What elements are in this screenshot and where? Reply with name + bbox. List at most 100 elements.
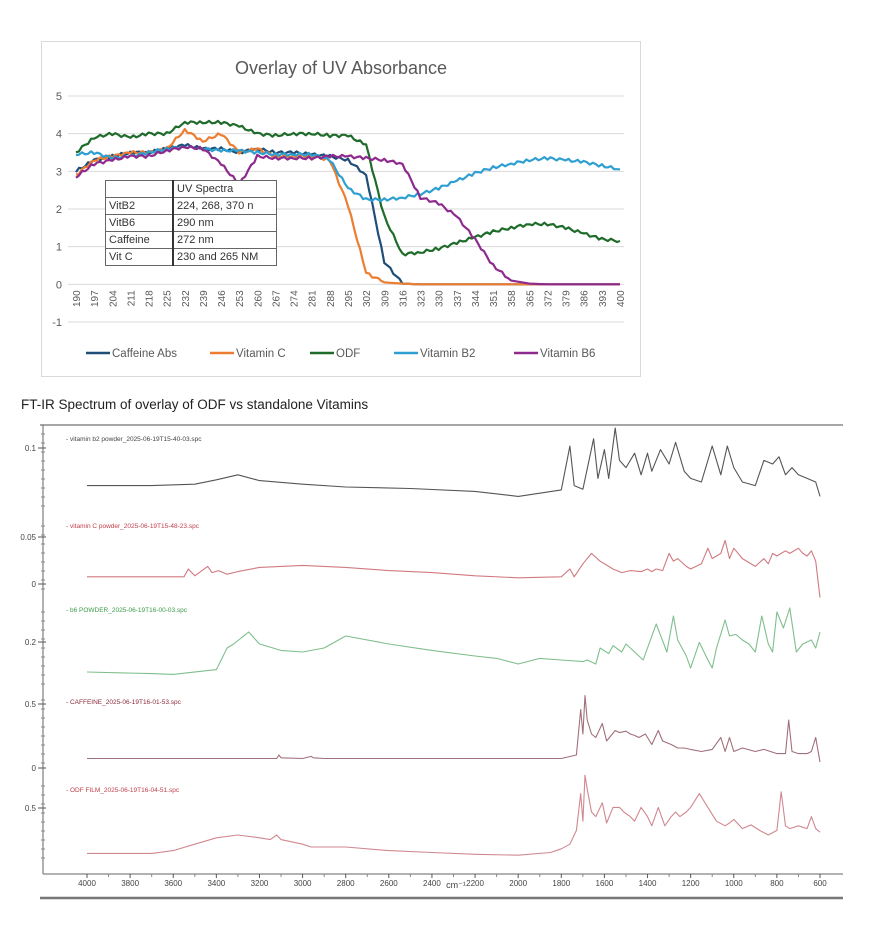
ftir-spectrum-line bbox=[87, 427, 821, 497]
table-cell: Caffeine bbox=[105, 231, 174, 249]
legend-label: Vitamin B2 bbox=[420, 348, 475, 360]
uv-x-tick-label: 218 bbox=[145, 290, 156, 307]
table-cell bbox=[105, 180, 174, 198]
ftir-spectrum-line bbox=[86, 607, 821, 675]
uv-x-tick-label: 281 bbox=[308, 290, 319, 307]
uv-x-tick-label: 225 bbox=[163, 290, 174, 307]
uv-x-tick-label: 197 bbox=[90, 290, 101, 307]
uv-x-tick-label: 232 bbox=[181, 290, 192, 307]
ftir-x-tick-label: 1400 bbox=[639, 879, 657, 888]
ftir-x-tick-label: 1000 bbox=[725, 879, 743, 888]
uv-chart-svg: Overlay of UV Absorbance -1 0 1 2 3 4 5 190 197… bbox=[52, 58, 627, 360]
uv-y-tick-label: 1 bbox=[56, 242, 62, 254]
uv-x-tick-label: 365 bbox=[525, 290, 536, 307]
uv-y-tick-label: 4 bbox=[56, 129, 62, 141]
ftir-spectrum-label: - vitamin C powder_2025-06-19T15-48-23.s… bbox=[66, 523, 200, 530]
ftir-y-tick-label: 0.1 bbox=[25, 444, 37, 453]
uv-x-tick-label: 253 bbox=[235, 290, 246, 307]
uv-series-line bbox=[75, 144, 621, 286]
ftir-x-tick-label: 800 bbox=[770, 879, 784, 888]
uv-x-tick-label: 288 bbox=[326, 290, 337, 307]
ftir-y-tick-label: 0 bbox=[32, 580, 37, 589]
ftir-x-tick-label: 1200 bbox=[682, 879, 700, 888]
ftir-x-tick-label: 3600 bbox=[164, 879, 182, 888]
uv-spectra-table: UV Spectra VitB2 224, 268, 370 n VitB6 2… bbox=[105, 180, 277, 266]
table-row: VitB6 290 nm bbox=[105, 214, 277, 232]
ftir-section-title: FT-IR Spectrum of overlay of ODF vs stan… bbox=[21, 397, 369, 412]
table-row: Vit C 230 and 265 NM bbox=[105, 248, 277, 266]
uv-x-tick-label: 246 bbox=[217, 290, 228, 307]
ftir-x-tick-label: 3800 bbox=[121, 879, 139, 888]
ftir-spectrum-label: - vitamin b2 powder_2025-06-19T15-40-03.… bbox=[66, 436, 202, 443]
uv-x-tick-label: 372 bbox=[543, 290, 554, 307]
legend-label: Vitamin B6 bbox=[540, 348, 595, 360]
uv-x-tick-label: 351 bbox=[489, 290, 500, 307]
ftir-spectrum-line bbox=[87, 694, 821, 763]
legend-label: ODF bbox=[336, 348, 360, 360]
uv-x-tick-label: 260 bbox=[253, 290, 264, 307]
ftir-spectrum-line bbox=[87, 774, 821, 856]
ftir-x-tick-label: 3400 bbox=[207, 879, 225, 888]
uv-y-tick-label: 3 bbox=[56, 166, 62, 178]
ftir-x-tick-label: 600 bbox=[813, 879, 827, 888]
ftir-x-tick-label: 4000 bbox=[78, 879, 96, 888]
table-cell: VitB6 bbox=[105, 214, 174, 232]
uv-x-tick-label: 344 bbox=[471, 290, 482, 307]
ftir-y-tick-label: 0.5 bbox=[25, 700, 37, 709]
ftir-x-tick-label: 2600 bbox=[380, 879, 398, 888]
ftir-y-tick-label: 0.5 bbox=[25, 804, 37, 813]
uv-series-line bbox=[75, 119, 621, 257]
ftir-spectrum-line bbox=[87, 539, 821, 598]
uv-x-tick-label: 302 bbox=[362, 290, 373, 307]
uv-x-tick-label: 239 bbox=[199, 290, 210, 307]
uv-chart-title: Overlay of UV Absorbance bbox=[235, 58, 447, 78]
uv-x-tick-label: 323 bbox=[417, 290, 428, 307]
ftir-x-tick-label: 2400 bbox=[423, 879, 441, 888]
table-header-row: UV Spectra bbox=[105, 180, 277, 198]
ftir-x-tick-label: 1800 bbox=[552, 879, 570, 888]
ftir-x-axis-label: cm⁻¹ bbox=[446, 880, 466, 890]
table-cell: VitB2 bbox=[105, 197, 174, 215]
uv-x-tick-label: 393 bbox=[598, 290, 609, 307]
ftir-x-tick-label: 1600 bbox=[596, 879, 614, 888]
ftir-x-tick-label: 2800 bbox=[337, 879, 355, 888]
uv-x-tick-label: 211 bbox=[126, 290, 137, 306]
ftir-x-tick-label: 3200 bbox=[251, 879, 269, 888]
uv-series-line bbox=[75, 144, 621, 202]
ftir-x-tick-label: 2200 bbox=[466, 879, 484, 888]
uv-x-tick-label: 204 bbox=[108, 290, 119, 307]
ftir-y-tick-label: 0.2 bbox=[25, 638, 37, 647]
ftir-spectrum-label: - ODF FILM_2025-06-19T16-04-51.spc bbox=[66, 787, 180, 794]
uv-x-tick-label: 295 bbox=[344, 290, 355, 307]
uv-x-tick-label: 379 bbox=[562, 290, 573, 307]
uv-x-tick-label: 358 bbox=[507, 290, 518, 307]
ftir-x-tick-label: 3000 bbox=[294, 879, 312, 888]
table-cell: 272 nm bbox=[172, 231, 277, 249]
uv-x-tick-label: 267 bbox=[271, 290, 282, 307]
uv-x-tick-label: 337 bbox=[453, 290, 464, 307]
table-cell: 230 and 265 NM bbox=[172, 248, 277, 266]
ftir-spectrum-label: - CAFFEINE_2025-06-19T16-01-53.spc bbox=[66, 699, 182, 706]
ftir-x-tick-label: 2000 bbox=[509, 879, 527, 888]
table-row: VitB2 224, 268, 370 n bbox=[105, 197, 277, 215]
uv-x-tick-label: 386 bbox=[580, 290, 591, 307]
uv-absorbance-chart: Overlay of UV Absorbance -1 0 1 2 3 4 5 190 197… bbox=[41, 41, 641, 377]
table-header-uv-spectra: UV Spectra bbox=[172, 180, 277, 198]
uv-x-tick-label: 400 bbox=[616, 290, 627, 307]
table-row: Caffeine 272 nm bbox=[105, 231, 277, 249]
uv-x-tick-label: 274 bbox=[290, 290, 301, 307]
table-cell: 290 nm bbox=[172, 214, 277, 232]
legend-label: Vitamin C bbox=[236, 348, 286, 360]
uv-y-tick-label: -1 bbox=[52, 317, 62, 329]
table-cell: Vit C bbox=[105, 248, 174, 266]
uv-x-tick-label: 309 bbox=[380, 290, 391, 307]
legend-label: Caffeine Abs bbox=[112, 348, 177, 360]
uv-x-tick-label: 190 bbox=[72, 290, 83, 307]
ftir-spectrum-label: - b6 POWDER_2025-06-19T16-00-03.spc bbox=[66, 607, 188, 614]
uv-x-tick-label: 316 bbox=[398, 290, 409, 307]
uv-y-tick-label: 5 bbox=[56, 91, 62, 103]
uv-y-tick-label: 2 bbox=[56, 204, 62, 216]
table-cell: 224, 268, 370 n bbox=[172, 197, 277, 215]
ftir-y-tick-label: 0 bbox=[32, 764, 37, 773]
ftir-y-tick-label: 0.05 bbox=[20, 533, 36, 542]
